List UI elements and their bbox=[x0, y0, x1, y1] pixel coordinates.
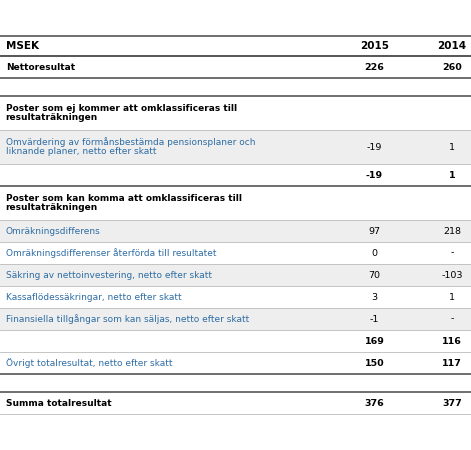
Text: 70: 70 bbox=[368, 270, 381, 279]
Text: Poster som kan komma att omklassificeras till: Poster som kan komma att omklassificeras… bbox=[6, 194, 242, 203]
Text: -: - bbox=[450, 315, 454, 324]
Text: 117: 117 bbox=[442, 359, 462, 368]
Text: -: - bbox=[450, 248, 454, 257]
Text: Säkring av nettoinvestering, netto efter skatt: Säkring av nettoinvestering, netto efter… bbox=[6, 270, 211, 279]
Text: 1: 1 bbox=[449, 143, 455, 152]
Bar bbox=[0, 130, 471, 164]
Text: MSEK: MSEK bbox=[6, 41, 39, 51]
Text: 0: 0 bbox=[372, 248, 377, 257]
Text: 1: 1 bbox=[449, 292, 455, 302]
Bar bbox=[0, 264, 471, 286]
Text: 116: 116 bbox=[442, 337, 462, 346]
Text: 3: 3 bbox=[371, 292, 378, 302]
Text: Finansiella tillgångar som kan säljas, netto efter skatt: Finansiella tillgångar som kan säljas, n… bbox=[6, 314, 249, 324]
Text: -19: -19 bbox=[366, 171, 383, 180]
Text: 226: 226 bbox=[365, 63, 384, 72]
Text: 2014: 2014 bbox=[438, 41, 467, 51]
Text: 2015: 2015 bbox=[360, 41, 389, 51]
Text: 260: 260 bbox=[442, 63, 462, 72]
Text: resultaträkningen: resultaträkningen bbox=[6, 113, 98, 122]
Bar bbox=[0, 220, 471, 242]
Text: 218: 218 bbox=[443, 226, 461, 235]
Text: Poster som ej kommer att omklassificeras till: Poster som ej kommer att omklassificeras… bbox=[6, 104, 237, 113]
Text: resultaträkningen: resultaträkningen bbox=[6, 203, 98, 212]
Text: Kassaflödessäkringar, netto efter skatt: Kassaflödessäkringar, netto efter skatt bbox=[6, 292, 181, 302]
Text: Summa totalresultat: Summa totalresultat bbox=[6, 399, 111, 408]
Text: -1: -1 bbox=[370, 315, 379, 324]
Text: 1: 1 bbox=[449, 171, 455, 180]
Text: -19: -19 bbox=[367, 143, 382, 152]
Text: 169: 169 bbox=[365, 337, 384, 346]
Text: Omräkningsdifferenser återförda till resultatet: Omräkningsdifferenser återförda till res… bbox=[6, 248, 216, 258]
Text: -103: -103 bbox=[441, 270, 463, 279]
Text: liknande planer, netto efter skatt: liknande planer, netto efter skatt bbox=[6, 147, 156, 156]
Text: 97: 97 bbox=[368, 226, 381, 235]
Text: Omräkningsdifferens: Omräkningsdifferens bbox=[6, 226, 100, 235]
Text: 376: 376 bbox=[365, 399, 384, 408]
Text: Nettoresultat: Nettoresultat bbox=[6, 63, 75, 72]
Text: Övrigt totalresultat, netto efter skatt: Övrigt totalresultat, netto efter skatt bbox=[6, 358, 172, 368]
Bar bbox=[0, 308, 471, 330]
Text: Omvärdering av förmånsbestämda pensionsplaner och: Omvärdering av förmånsbestämda pensionsp… bbox=[6, 137, 255, 147]
Text: 150: 150 bbox=[365, 359, 384, 368]
Text: 377: 377 bbox=[442, 399, 462, 408]
